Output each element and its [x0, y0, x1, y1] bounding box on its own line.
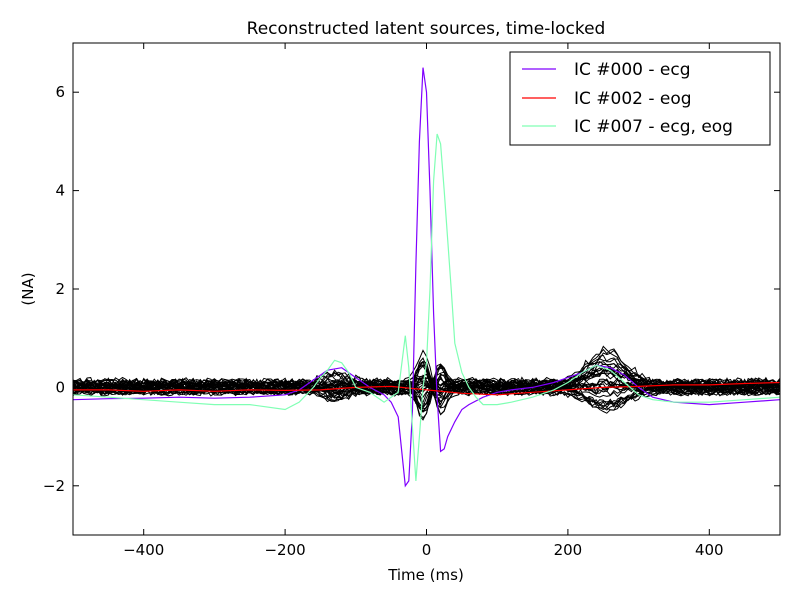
y-tick-label: 0: [55, 378, 65, 396]
series-lines: [73, 67, 780, 488]
background-trace: [73, 371, 780, 413]
x-tick-label: −200: [264, 541, 305, 559]
chart-title: Reconstructed latent sources, time-locke…: [247, 19, 606, 39]
x-tick-label: 0: [422, 541, 432, 559]
y-axis-label: (NA): [19, 272, 37, 305]
background-trace: [73, 380, 780, 402]
x-tick-label: 200: [554, 541, 583, 559]
background-trace: [73, 373, 780, 409]
x-axis-label: Time (ms): [387, 566, 464, 584]
y-tick-label: 6: [55, 83, 65, 101]
y-tick-label: 4: [55, 182, 65, 200]
x-tick-label: −400: [123, 541, 164, 559]
legend-label-ic002: IC #002 - eog: [574, 89, 692, 109]
background-trace: [73, 352, 780, 413]
legend-label-ic000: IC #000 - ecg: [574, 60, 691, 80]
x-tick-label: 400: [695, 541, 724, 559]
background-traces: [73, 345, 780, 421]
background-trace: [73, 366, 780, 392]
plot-area: −400 −200 0 200 400 −2 0 2 4 6: [43, 42, 781, 559]
x-axis-ticks: −400 −200 0 200 400: [123, 43, 724, 559]
y-axis-ticks: −2 0 2 4 6: [43, 83, 780, 495]
y-tick-label: −2: [43, 477, 65, 495]
series-line-1: [73, 381, 780, 396]
series-line-2: [73, 133, 780, 481]
legend-label-ic007: IC #007 - ecg, eog: [574, 117, 733, 137]
legend: IC #000 - ecg IC #002 - eog IC #007 - ec…: [509, 51, 771, 146]
y-tick-label: 2: [55, 280, 65, 298]
background-trace: [73, 357, 780, 409]
